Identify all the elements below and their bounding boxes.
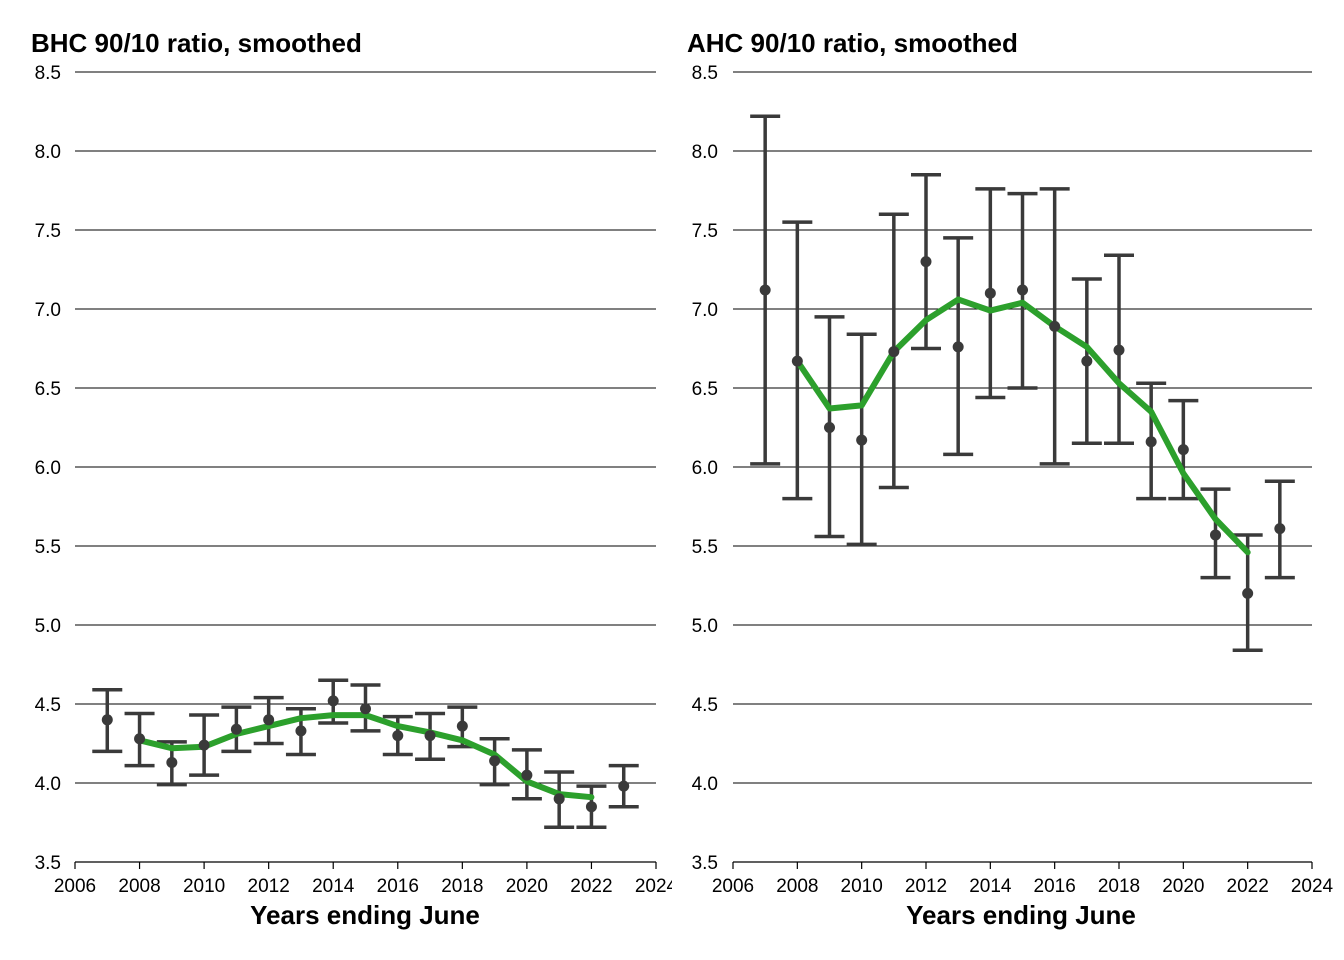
y-tick-label: 5.5 xyxy=(35,537,61,558)
x-axis-label: Years ending June xyxy=(250,900,480,930)
data-point xyxy=(759,284,771,296)
data-point xyxy=(1210,529,1221,541)
y-tick-label: 4.0 xyxy=(35,774,61,795)
x-tick-label: 2022 xyxy=(570,876,612,897)
data-point xyxy=(952,341,964,353)
data-point xyxy=(1017,284,1028,296)
x-tick-label: 2016 xyxy=(1034,876,1076,897)
x-tick-label: 2024 xyxy=(1291,876,1334,897)
x-tick-label: 2010 xyxy=(183,876,225,897)
y-tick-label: 4.5 xyxy=(692,695,718,716)
x-tick-label: 2020 xyxy=(1162,876,1204,897)
ahc-chart-svg: AHC 90/10 ratio, smoothed 3.5 4.0 4.5 5.0 5.… xyxy=(687,28,1334,930)
tick-labels: 3.5 4.0 4.5 5.0 5.5 6.0 6.5 7.0 7.5 8.0 8.5 2006 200… xyxy=(35,63,672,897)
x-tick-label: 2012 xyxy=(248,876,290,897)
smoothed-line-group xyxy=(136,712,595,801)
data-point xyxy=(456,720,468,732)
data-point xyxy=(1081,355,1093,367)
y-tick-label: 3.5 xyxy=(692,853,718,874)
data-point xyxy=(984,287,996,299)
data-point xyxy=(360,703,371,715)
data-point xyxy=(101,714,113,726)
data-point xyxy=(920,256,932,268)
bhc-chart-svg: BHC 90/10 ratio, smoothed 3.5 4.0 4.5 5.0 5.… xyxy=(31,28,672,930)
data-point xyxy=(585,801,597,813)
smoothed-line-group xyxy=(794,296,1251,556)
axes xyxy=(74,861,657,869)
data-point xyxy=(134,733,146,745)
y-tick-label: 7.5 xyxy=(692,221,718,242)
x-tick-label: 2020 xyxy=(506,876,548,897)
data-points xyxy=(759,256,1286,599)
data-point xyxy=(1274,523,1286,535)
error-bars xyxy=(92,678,639,829)
data-point xyxy=(263,714,275,726)
y-tick-label: 5.0 xyxy=(35,616,61,637)
chart-title: AHC 90/10 ratio, smoothed xyxy=(687,28,1018,58)
y-tick-label: 5.0 xyxy=(692,616,718,637)
chart-title: BHC 90/10 ratio, smoothed xyxy=(31,28,362,58)
data-point xyxy=(392,730,404,742)
data-point xyxy=(424,730,436,742)
smoothed-line xyxy=(136,712,595,801)
data-point xyxy=(521,769,533,781)
y-tick-label: 3.5 xyxy=(35,853,61,874)
x-tick-label: 2010 xyxy=(841,876,883,897)
y-tick-label: 4.5 xyxy=(35,695,61,716)
data-point xyxy=(489,755,501,767)
x-tick-label: 2006 xyxy=(54,876,96,897)
gridlines xyxy=(733,71,1312,784)
y-tick-label: 6.5 xyxy=(692,379,718,400)
data-points xyxy=(101,695,630,813)
x-tick-label: 2006 xyxy=(712,876,754,897)
x-axis-label: Years ending June xyxy=(906,900,1136,930)
tick-labels: 3.5 4.0 4.5 5.0 5.5 6.0 6.5 7.0 7.5 8.0 8.5 2006 200… xyxy=(692,63,1334,897)
x-tick-label: 2014 xyxy=(312,876,355,897)
y-tick-label: 8.0 xyxy=(692,142,718,163)
y-tick-label: 4.0 xyxy=(692,774,718,795)
data-point xyxy=(1049,320,1061,332)
data-point xyxy=(856,434,868,446)
y-tick-label: 7.0 xyxy=(692,300,718,321)
y-tick-label: 8.0 xyxy=(35,142,61,163)
data-point xyxy=(295,725,307,737)
ahc-panel: AHC 90/10 ratio, smoothed 3.5 4.0 4.5 5.0 5.… xyxy=(672,0,1344,960)
data-point xyxy=(791,355,803,367)
gridlines xyxy=(75,71,656,784)
data-point xyxy=(553,793,565,805)
y-tick-label: 6.5 xyxy=(35,379,61,400)
data-point xyxy=(327,695,339,707)
x-tick-label: 2008 xyxy=(118,876,160,897)
data-point xyxy=(230,723,242,735)
data-point xyxy=(1242,587,1254,599)
x-tick-label: 2014 xyxy=(969,876,1012,897)
x-tick-label: 2018 xyxy=(1098,876,1140,897)
y-tick-label: 6.0 xyxy=(692,458,718,479)
x-tick-label: 2024 xyxy=(635,876,672,897)
data-point xyxy=(618,780,630,792)
axes xyxy=(732,861,1313,869)
y-tick-label: 7.5 xyxy=(35,221,61,242)
smoothed-line xyxy=(794,296,1251,556)
y-tick-label: 7.0 xyxy=(35,300,61,321)
y-tick-label: 8.5 xyxy=(692,63,718,84)
y-tick-label: 5.5 xyxy=(692,537,718,558)
x-tick-label: 2008 xyxy=(776,876,818,897)
data-point xyxy=(824,422,835,433)
y-tick-label: 8.5 xyxy=(35,63,61,84)
data-point xyxy=(198,739,210,751)
data-point xyxy=(888,346,900,358)
error-bars xyxy=(750,114,1295,653)
data-point xyxy=(1113,344,1125,356)
data-point xyxy=(1145,436,1157,448)
x-tick-label: 2018 xyxy=(441,876,483,897)
data-point xyxy=(1177,444,1189,456)
y-tick-label: 6.0 xyxy=(35,458,61,479)
x-tick-label: 2022 xyxy=(1227,876,1269,897)
x-tick-label: 2012 xyxy=(905,876,947,897)
data-point xyxy=(166,756,178,768)
bhc-panel: BHC 90/10 ratio, smoothed 3.5 4.0 4.5 5.0 5.… xyxy=(31,28,672,930)
x-tick-label: 2016 xyxy=(377,876,419,897)
